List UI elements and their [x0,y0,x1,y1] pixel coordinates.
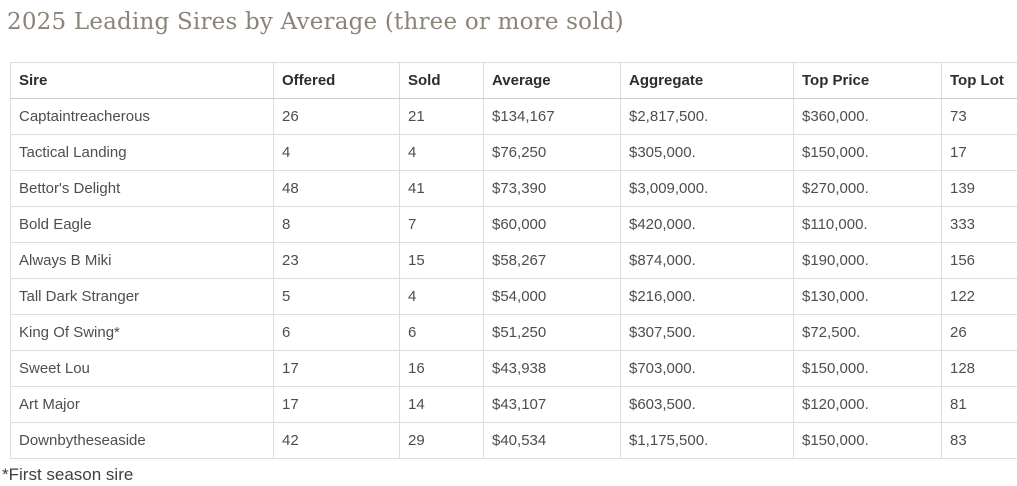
cell-top-lot: 81 [941,386,1017,423]
cell-aggregate: $603,500. [620,386,794,423]
cell-offered: 5 [273,278,400,315]
cell-top-price: $150,000. [793,134,942,171]
cell-sire: Always B Miki [10,242,274,279]
table-row: Tactical Landing 4 4 $76,250 $305,000. $150,0… [10,134,1017,171]
cell-sire: Sweet Lou [10,350,274,387]
cell-top-price: $150,000. [793,422,942,459]
cell-sire: King Of Swing* [10,314,274,351]
cell-sire: Tactical Landing [10,134,274,171]
cell-top-price: $130,000. [793,278,942,315]
cell-top-price: $72,500. [793,314,942,351]
col-header-top-price: Top Price [793,62,942,99]
cell-offered: 42 [273,422,400,459]
leading-sires-table: Sire Offered Sold Average Aggregate Top … [10,62,1017,459]
cell-offered: 48 [273,170,400,207]
cell-sold: 4 [399,278,484,315]
cell-sire: Bold Eagle [10,206,274,243]
cell-top-lot: 139 [941,170,1017,207]
cell-aggregate: $307,500. [620,314,794,351]
cell-average: $43,107 [483,386,621,423]
cell-top-lot: 17 [941,134,1017,171]
cell-top-price: $150,000. [793,350,942,387]
cell-sold: 15 [399,242,484,279]
cell-top-lot: 156 [941,242,1017,279]
cell-average: $51,250 [483,314,621,351]
col-header-average: Average [483,62,621,99]
cell-aggregate: $420,000. [620,206,794,243]
cell-sire: Downbytheseaside [10,422,274,459]
cell-sold: 14 [399,386,484,423]
col-header-offered: Offered [273,62,400,99]
table-row: Always B Miki 23 15 $58,267 $874,000. $190,00… [10,242,1017,279]
cell-average: $134,167 [483,98,621,135]
cell-aggregate: $2,817,500. [620,98,794,135]
cell-sold: 21 [399,98,484,135]
cell-aggregate: $305,000. [620,134,794,171]
cell-top-price: $110,000. [793,206,942,243]
cell-offered: 4 [273,134,400,171]
cell-top-lot: 26 [941,314,1017,351]
cell-aggregate: $874,000. [620,242,794,279]
cell-aggregate: $216,000. [620,278,794,315]
cell-average: $40,534 [483,422,621,459]
page-title: 2025 Leading Sires by Average (three or … [7,9,624,35]
col-header-top-lot: Top Lot [941,62,1017,99]
cell-aggregate: $3,009,000. [620,170,794,207]
cell-average: $58,267 [483,242,621,279]
table-row: Captaintreacherous 26 21 $134,167 $2,817,500… [10,98,1017,135]
leading-sires-table-wrap: Sire Offered Sold Average Aggregate Top … [10,62,1017,459]
cell-average: $73,390 [483,170,621,207]
table-row: King Of Swing* 6 6 $51,250 $307,500. $72,500.… [10,314,1017,351]
cell-top-lot: 128 [941,350,1017,387]
cell-top-price: $360,000. [793,98,942,135]
cell-offered: 8 [273,206,400,243]
table-row: Art Major 17 14 $43,107 $603,500. $120,000. 81 [10,386,1017,423]
cell-aggregate: $703,000. [620,350,794,387]
header-row: Sire Offered Sold Average Aggregate Top … [10,62,1017,99]
table-row: Downbytheseaside 42 29 $40,534 $1,175,500. $1… [10,422,1017,459]
cell-sire: Bettor's Delight [10,170,274,207]
cell-average: $43,938 [483,350,621,387]
cell-sold: 4 [399,134,484,171]
cell-sire: Art Major [10,386,274,423]
cell-top-lot: 73 [941,98,1017,135]
cell-sold: 6 [399,314,484,351]
cell-sold: 16 [399,350,484,387]
table-body: Captaintreacherous 26 21 $134,167 $2,817,500… [10,98,1017,459]
cell-average: $76,250 [483,134,621,171]
cell-sold: 41 [399,170,484,207]
cell-top-price: $270,000. [793,170,942,207]
cell-top-price: $120,000. [793,386,942,423]
col-header-aggregate: Aggregate [620,62,794,99]
cell-sold: 29 [399,422,484,459]
cell-top-lot: 333 [941,206,1017,243]
cell-offered: 26 [273,98,400,135]
col-header-sold: Sold [399,62,484,99]
table-row: Tall Dark Stranger 5 4 $54,000 $216,000. $130… [10,278,1017,315]
table-row: Bettor's Delight 48 41 $73,390 $3,009,000. $2… [10,170,1017,207]
footnote: *First season sire [2,465,134,484]
cell-top-price: $190,000. [793,242,942,279]
cell-top-lot: 83 [941,422,1017,459]
cell-offered: 17 [273,386,400,423]
table-row: Bold Eagle 8 7 $60,000 $420,000. $110,000. 333 [10,206,1017,243]
cell-offered: 6 [273,314,400,351]
cell-aggregate: $1,175,500. [620,422,794,459]
col-header-sire: Sire [10,62,274,99]
cell-sire: Tall Dark Stranger [10,278,274,315]
table-row: Sweet Lou 17 16 $43,938 $703,000. $150,000. 12… [10,350,1017,387]
cell-average: $54,000 [483,278,621,315]
cell-average: $60,000 [483,206,621,243]
cell-offered: 23 [273,242,400,279]
cell-sold: 7 [399,206,484,243]
cell-top-lot: 122 [941,278,1017,315]
cell-sire: Captaintreacherous [10,98,274,135]
cell-offered: 17 [273,350,400,387]
